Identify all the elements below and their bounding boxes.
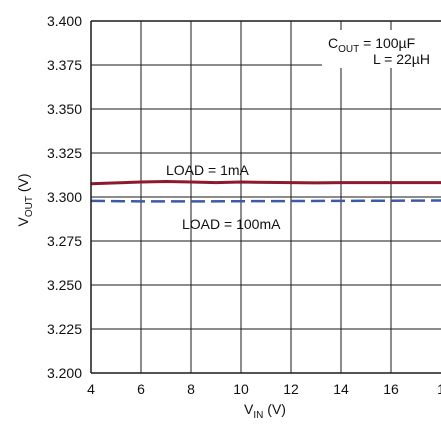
annotation-cout: COUT = 100µF: [328, 35, 415, 55]
y-tick-label: 3.375: [47, 57, 82, 73]
x-axis-label-main: V: [244, 401, 254, 417]
series-label-load-1ma: LOAD = 1mA: [166, 162, 250, 178]
y-tick-label: 3.225: [47, 321, 82, 337]
y-axis-label-main: V: [15, 217, 31, 227]
annotation-cout-sub: OUT: [338, 44, 359, 55]
y-tick-label: 3.400: [47, 13, 82, 29]
x-tick-label: 12: [283, 381, 299, 397]
series-label-load-100ma: LOAD = 100mA: [182, 216, 281, 232]
grid-lines: [91, 21, 441, 373]
x-tick-label: 10: [233, 381, 249, 397]
x-axis-label-sub: IN: [253, 410, 263, 421]
y-tick-label: 3.300: [47, 189, 82, 205]
annotation-cout-main: C: [328, 35, 338, 51]
x-tick-label: 16: [383, 381, 399, 397]
y-axis-label-sub: OUT: [24, 196, 35, 217]
x-axis-label-unit: (V): [263, 401, 286, 417]
y-tick-label: 3.325: [47, 145, 82, 161]
x-tick-label: 8: [187, 381, 195, 397]
y-axis-label-unit: (V): [15, 173, 31, 196]
y-axis-label: VOUT (V): [15, 173, 35, 226]
y-tick-label: 3.250: [47, 277, 82, 293]
x-tick-label: 1: [437, 381, 441, 397]
x-axis-label: VIN (V): [244, 401, 286, 421]
y-tick-label: 3.275: [47, 233, 82, 249]
x-tick-label: 4: [87, 381, 95, 397]
y-tick-label: 3.350: [47, 101, 82, 117]
axes: [90, 20, 441, 374]
y-tick-label: 3.200: [47, 365, 82, 381]
annotation-background: [322, 30, 441, 68]
tick-labels: 4 6 8 10 12 14 16 1 3.200 3.225 3.250 3.275 3.300 3.3…: [47, 13, 441, 397]
series-line-load-1ma: [90, 180, 441, 186]
x-tick-label: 6: [137, 381, 145, 397]
x-tick-label: 14: [333, 381, 349, 397]
series-layer: [90, 180, 441, 203]
annotation-inductor: L = 22µH: [373, 51, 430, 67]
annotation-cout-rest: = 100µF: [359, 35, 415, 51]
series-line-load-100ma: [90, 199, 441, 203]
